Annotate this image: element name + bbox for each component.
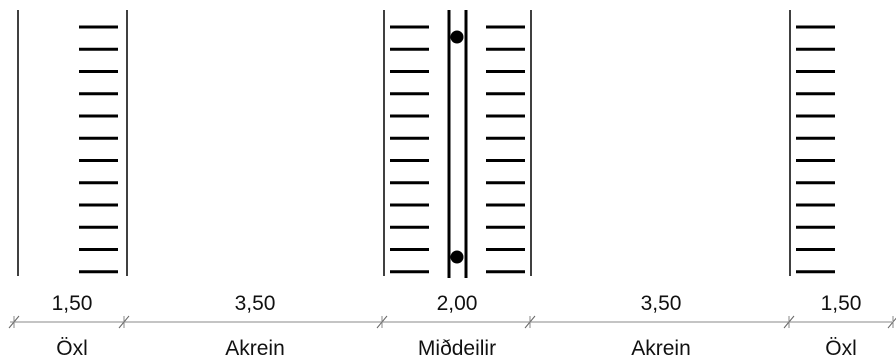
rumble-strip-dash-left — [79, 92, 118, 96]
rumble-strip-dash-right — [796, 270, 835, 274]
rumble-strip-dash-right — [796, 136, 835, 140]
rumble-strip-dash-left — [79, 114, 118, 118]
rumble-strip-dash-right — [796, 159, 835, 162]
rumble-strip-dash-median-right — [486, 225, 525, 229]
road-lines — [17, 10, 791, 278]
rumble-strip-dash-left — [79, 159, 118, 162]
rumble-strip-dash-left — [79, 270, 118, 274]
rumble-strip-dash-median-left — [390, 203, 429, 207]
rumble-strip-dash-right — [796, 92, 835, 96]
median-name: Miðdeilir — [418, 337, 496, 360]
rumble-strip-dash-left — [79, 203, 118, 207]
rumble-strip-dash-right — [796, 114, 835, 118]
rumble-strip-dash-right — [796, 225, 835, 229]
shoulder-right-name: Öxl — [825, 337, 857, 360]
rumble-strip-dash-median-right — [486, 114, 525, 118]
rumble-strip-dash-median-left — [390, 225, 429, 229]
barrier-post-top — [450, 30, 464, 44]
rumble-strip-dash-median-right — [486, 25, 525, 29]
rumble-strip-dash-median-right — [486, 92, 525, 96]
rumble-strip-dash-right — [796, 181, 835, 185]
rumble-strip-dash-left — [79, 136, 118, 140]
shoulder-left-name: Öxl — [56, 337, 88, 360]
rumble-strip-dash-median-right — [486, 159, 525, 162]
dimension-line — [8, 315, 896, 329]
rumble-strip-dash-left — [79, 47, 118, 51]
rumble-strip-dash-median-right — [486, 70, 525, 73]
lane-left-width: 3,50 — [235, 292, 276, 315]
rumble-strip-dash-median-left — [390, 92, 429, 96]
rumble-strip-dash-right — [796, 203, 835, 207]
rumble-strip-dash-median-left — [390, 181, 429, 185]
rumble-strip-dash-median-right — [486, 203, 525, 207]
rumble-strip-dash-median-left — [390, 270, 429, 274]
rumble-strip-dash-median-right — [486, 136, 525, 140]
rumble-strip-dash-median-left — [390, 114, 429, 118]
rumble-strip-dash-right — [796, 248, 835, 251]
shoulder-left-width: 1,50 — [52, 292, 93, 315]
rumble-strip-dash-median-right — [486, 181, 525, 185]
rumble-strip-dash-median-right — [486, 248, 525, 251]
rumble-strip-dash-left — [79, 225, 118, 229]
rumble-strip-dash-right — [796, 70, 835, 73]
shoulder-right-width: 1,50 — [821, 292, 862, 315]
rumble-strip-dash-median-left — [390, 47, 429, 51]
rumble-strip-dash-left — [79, 70, 118, 73]
rumble-strip-dash-left — [79, 25, 118, 29]
barrier-post-bottom — [450, 250, 464, 264]
rumble-strip-dash-right — [796, 25, 835, 29]
rumble-strip-dash-left — [79, 181, 118, 185]
lane-right-width: 3,50 — [641, 292, 682, 315]
median-width: 2,00 — [437, 292, 478, 315]
rumble-strip-dash-median-left — [390, 248, 429, 251]
rumble-strip-dash-median-right — [486, 47, 525, 51]
rumble-strip-dash-median-left — [390, 25, 429, 29]
rumble-strips — [79, 25, 835, 274]
rumble-strip-dash-median-left — [390, 136, 429, 140]
lane-right-name: Akrein — [631, 337, 691, 360]
rumble-strip-dash-right — [796, 47, 835, 51]
rumble-strip-dash-left — [79, 248, 118, 251]
rumble-strip-dash-median-left — [390, 70, 429, 73]
lane-left-name: Akrein — [225, 337, 285, 360]
rumble-strip-dash-median-right — [486, 270, 525, 274]
rumble-strip-dash-median-left — [390, 159, 429, 162]
